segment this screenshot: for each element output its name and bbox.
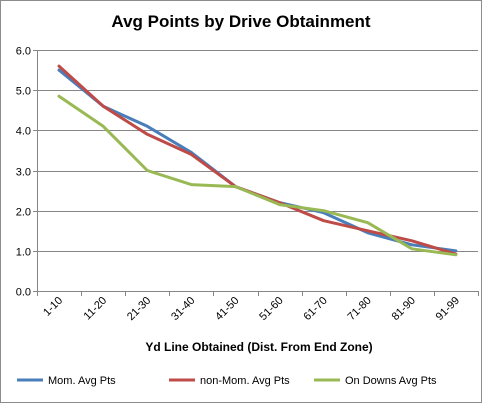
legend-label: Mom. Avg Pts (48, 375, 116, 387)
legend-label: On Downs Avg Pts (345, 375, 437, 387)
gridlines (37, 50, 478, 252)
y-tick-label: 5.0 (16, 86, 31, 98)
y-tick-label: 6.0 (16, 46, 31, 58)
x-axis-label: Yd Line Obtained (Dist. From End Zone) (145, 340, 372, 354)
y-tick-label: 3.0 (16, 167, 31, 179)
legend: Mom. Avg Pts non-Mom. Avg Pts On Downs Avg… (17, 375, 437, 387)
axes (33, 50, 478, 295)
series-line-3 (57, 94, 458, 257)
y-tick-label: 2.0 (16, 207, 31, 219)
y-axis-ticks: 0.0 1.0 2.0 3.0 4.0 5.0 6.0 (16, 46, 37, 299)
legend-label: non-Mom. Avg Pts (200, 375, 290, 387)
y-tick-label: 4.0 (16, 126, 31, 138)
y-tick-label: 1.0 (16, 247, 31, 259)
y-tick-label: 0.0 (16, 287, 31, 299)
chart-title: Avg Points by Drive Obtainment (111, 12, 370, 31)
series-lines (57, 64, 458, 257)
